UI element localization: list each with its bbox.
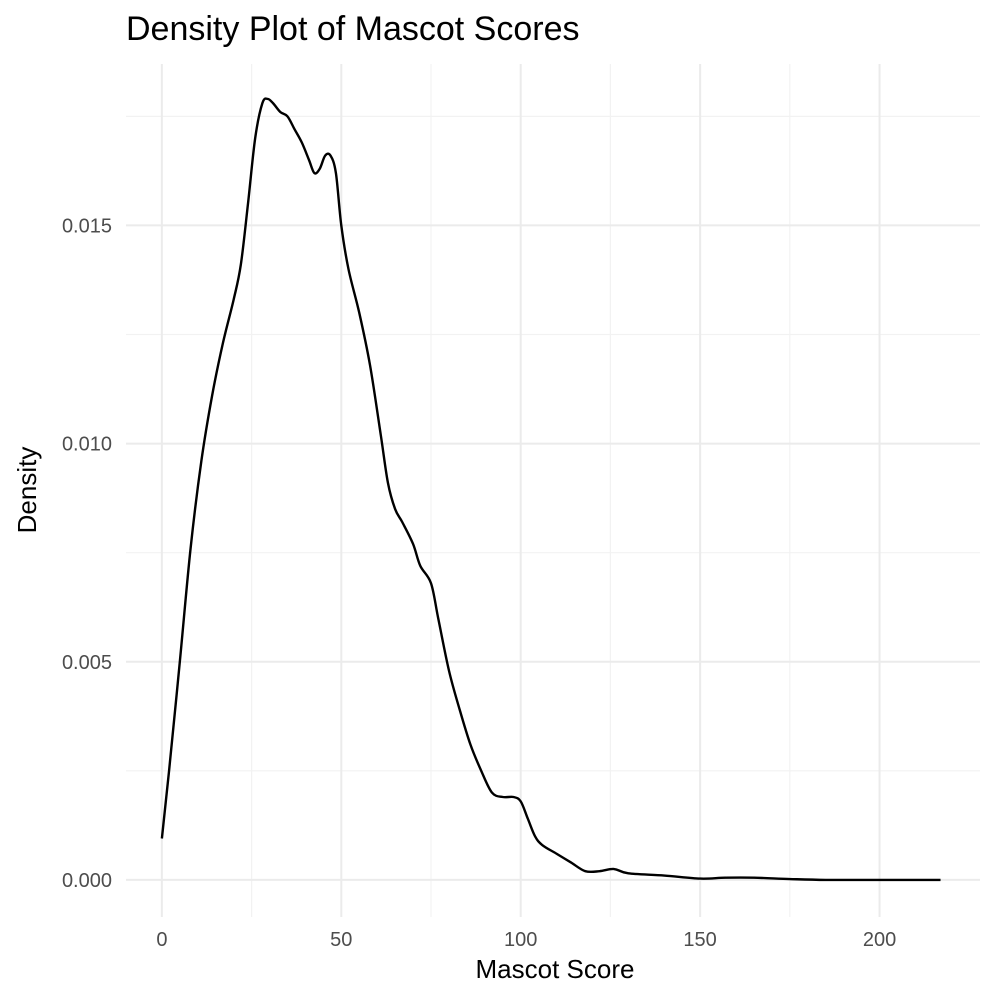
x-tick-label: 50 <box>330 929 352 951</box>
x-tick-label: 0 <box>156 929 167 951</box>
x-axis-tick-labels: 0 50 100 150 200 <box>156 929 896 951</box>
y-axis-title: Density <box>12 447 42 534</box>
major-gridlines <box>126 64 980 917</box>
y-tick-label: 0.015 <box>62 215 112 237</box>
x-tick-label: 200 <box>863 929 896 951</box>
y-tick-label: 0.010 <box>62 434 112 456</box>
x-axis-title: Mascot Score <box>476 954 635 984</box>
chart-title: Density Plot of Mascot Scores <box>126 10 580 48</box>
density-series <box>160 97 941 882</box>
y-tick-label: 0.005 <box>62 652 112 674</box>
density-curve <box>160 97 941 882</box>
y-tick-label: 0.000 <box>62 870 112 892</box>
x-tick-label: 100 <box>504 929 537 951</box>
y-axis-tick-labels: 0.000 0.005 0.010 0.015 <box>62 215 112 891</box>
minor-gridlines <box>126 64 980 917</box>
x-tick-label: 150 <box>683 929 716 951</box>
